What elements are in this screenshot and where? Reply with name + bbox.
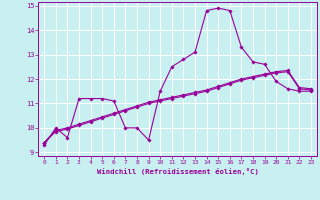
X-axis label: Windchill (Refroidissement éolien,°C): Windchill (Refroidissement éolien,°C) <box>97 168 259 175</box>
